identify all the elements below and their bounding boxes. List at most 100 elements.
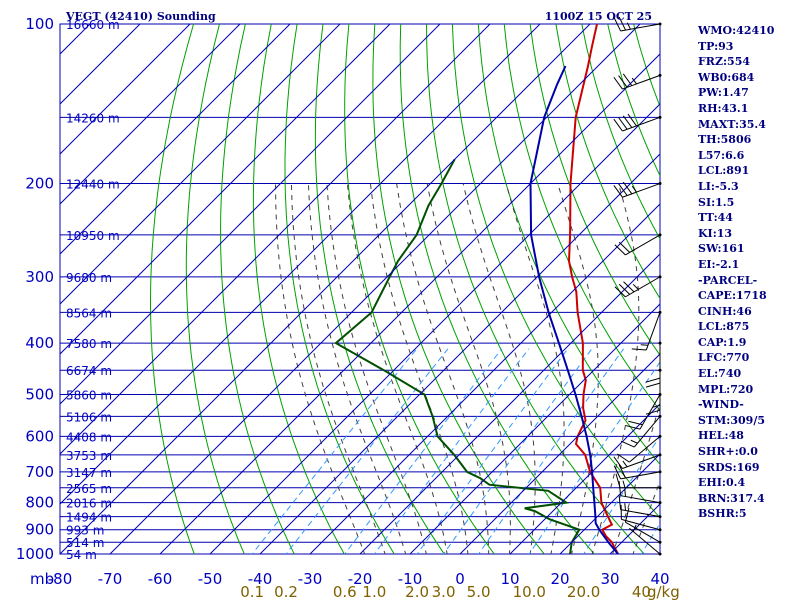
- mixing-ratio-line: [285, 348, 449, 554]
- mixing-ratio-line: [251, 348, 418, 554]
- temperature-tick-label: -30: [298, 570, 323, 588]
- wind-barb: [645, 368, 662, 415]
- isotherm-line: [60, 24, 291, 255]
- pressure-tick-label: 1000: [16, 545, 54, 563]
- wind-barbs: [613, 16, 662, 556]
- pressure-tick-label: 900: [25, 521, 54, 539]
- sounding-index: SW:161: [698, 242, 745, 256]
- pressure-tick-labels: 100 200 300 400 500 600 700 800 900 1000: [16, 15, 54, 563]
- sounding-index: MPL:720: [698, 382, 754, 396]
- mixing-ratio-label: 2.0: [405, 583, 429, 600]
- mixing-ratio-line: [344, 348, 503, 554]
- pressure-tick-label: 100: [25, 15, 54, 33]
- wind-barb: [615, 473, 662, 490]
- height-label: 514 m: [66, 536, 104, 550]
- isotherm-line: [109, 24, 641, 554]
- wind-barb: [613, 464, 662, 480]
- isotherm-line: [60, 24, 391, 355]
- height-label: 5860 m: [66, 388, 112, 402]
- height-label: 12440 m: [66, 178, 120, 192]
- moist-adiabat-line: [396, 183, 490, 554]
- moist-adiabat-line: [591, 183, 640, 554]
- pressure-tick-label: 500: [25, 385, 54, 403]
- isotherm-line: [209, 103, 660, 554]
- height-label: 5106 m: [66, 410, 112, 424]
- sounding-index: EI:-2.1: [698, 257, 740, 271]
- temperature-tick-label: -20: [348, 570, 373, 588]
- dewpoint-profile-line: [334, 158, 581, 554]
- mixing-ratio-label: 10.0: [513, 583, 546, 600]
- height-label: 3753 m: [66, 449, 112, 463]
- dry-adiabat-line: [314, 24, 445, 554]
- sounding-index: PW:1.47: [698, 86, 749, 100]
- moist-adiabat-line: [557, 183, 599, 554]
- isotherm-line: [60, 24, 341, 305]
- wind-barb: [618, 495, 662, 519]
- height-label: 2016 m: [66, 497, 112, 511]
- mixing-ratio-lines: [251, 348, 660, 554]
- sounding-index: CAP:1.9: [698, 335, 747, 349]
- wind-barb: [620, 414, 662, 448]
- wind-barb: [629, 524, 662, 556]
- mixing-ratio-label: 3.0: [432, 583, 456, 600]
- temperature-tick-label: 20: [550, 570, 569, 588]
- mixing-ratio-label: 0.2: [274, 583, 298, 600]
- temperature-tick-label: 0: [455, 570, 465, 588]
- wind-barb: [613, 113, 662, 132]
- moist-adiabat-line: [632, 479, 660, 554]
- sounding-index: FRZ:554: [698, 55, 751, 69]
- isotherm-line: [60, 24, 241, 205]
- wind-barb: [645, 341, 662, 388]
- sounding-index: TH:5806: [698, 133, 752, 147]
- dry-adiabat-line: [529, 24, 660, 357]
- sounding-index: L57:6.6: [698, 148, 745, 162]
- mixing-ratio-label: 1.0: [362, 583, 386, 600]
- temperature-tick-label: 40: [650, 570, 669, 588]
- height-label: 4408 m: [66, 430, 112, 444]
- dry-adiabat-line: [372, 24, 545, 554]
- mixing-ratio-label: 5.0: [467, 583, 491, 600]
- dry-adiabat-line: [284, 24, 395, 554]
- pressure-tick-label: 300: [25, 268, 54, 286]
- wind-barb: [614, 233, 662, 256]
- temperature-tick-label: -80: [48, 570, 73, 588]
- mixing-ratio-label: 0.6: [333, 583, 357, 600]
- sounding-index: RH:43.1: [698, 101, 749, 115]
- moist-adiabat-line: [275, 183, 366, 554]
- moist-adiabat-line: [462, 183, 536, 554]
- height-label: 14260 m: [66, 111, 120, 125]
- plot-area: [60, 24, 660, 554]
- temperature-tick-label: -40: [248, 570, 273, 588]
- height-label: 1494 m: [66, 511, 112, 525]
- mixing-ratio-line: [416, 348, 569, 554]
- wind-barb: [624, 507, 662, 544]
- pressure-tick-label: 700: [25, 463, 54, 481]
- moist-adiabat-line: [290, 183, 386, 554]
- isotherm-line: [359, 253, 660, 554]
- temperature-tick-labels: mb-80 -70 -60 -50 -40 -30 -20 -10 0 10 20 30 40: [30, 570, 670, 588]
- dry-adiabat-line: [252, 24, 345, 554]
- isotherm-line: [559, 453, 660, 554]
- wind-barb: [625, 392, 662, 430]
- height-label: 7580 m: [66, 337, 112, 351]
- wind-barb: [613, 73, 662, 90]
- dry-adiabat-line: [555, 24, 660, 300]
- sounding-index: CINH:46: [698, 304, 752, 318]
- sounding-index: -PARCEL-: [698, 273, 758, 287]
- dry-adiabat-line: [344, 24, 495, 554]
- mixing-ratio-line: [373, 348, 530, 554]
- sounding-index: EL:740: [698, 367, 742, 381]
- moist-adiabat-line: [426, 183, 511, 554]
- sounding-index: EHI:0.4: [698, 476, 746, 490]
- sounding-index: WMO:42410: [698, 24, 775, 37]
- mixing-ratio-label: 20.0: [567, 583, 600, 600]
- sounding-series: [334, 24, 619, 554]
- pressure-tick-label: 600: [25, 427, 54, 445]
- height-label: 16660 m: [66, 18, 120, 32]
- dry-adiabat-line: [150, 24, 195, 554]
- dry-adiabat-line: [220, 24, 295, 554]
- height-label: 9680 m: [66, 271, 112, 285]
- sounding-index: SRDS:169: [698, 460, 760, 474]
- temperature-tick-label: -10: [398, 570, 423, 588]
- sounding-index: HEL:48: [698, 429, 744, 443]
